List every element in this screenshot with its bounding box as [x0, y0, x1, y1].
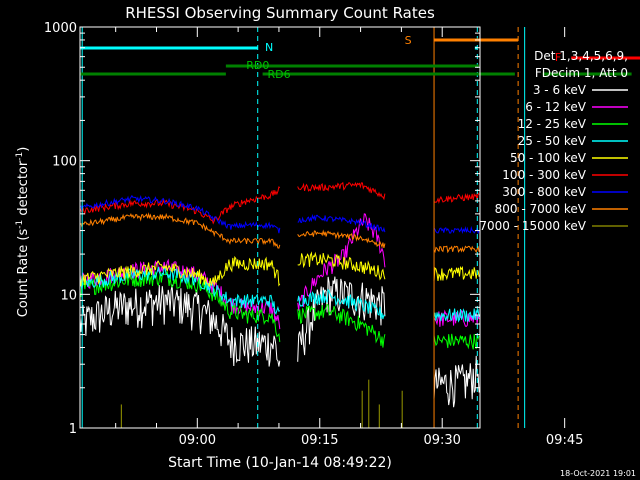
x-tick-label: 09:45 [546, 433, 583, 448]
flare-label: F [555, 51, 561, 64]
series-trace-6-0 [79, 194, 281, 234]
y-tick-label: 1000 [44, 21, 77, 36]
series-trace-4-2 [433, 265, 480, 282]
legend-header-2: FDecim 1, Att 0 [535, 66, 628, 80]
x-tick-label: 09:30 [423, 433, 460, 448]
rd0-label: RD0 [246, 59, 269, 72]
series-trace-7-2 [433, 245, 480, 254]
series-trace-4-1 [297, 251, 386, 281]
y-tick-label: 10 [60, 288, 77, 303]
legend-label: 3 - 6 keV [533, 83, 587, 97]
saa-label: S [405, 34, 412, 47]
legend-label: 50 - 100 keV [510, 151, 587, 165]
legend-label: 25 - 50 keV [518, 134, 587, 148]
night-label: N [265, 41, 273, 54]
series-trace-6-1 [297, 213, 386, 233]
series-trace-4-0 [79, 255, 281, 288]
y-tick-label: 1 [69, 422, 77, 437]
series-trace-0-1 [297, 276, 386, 362]
timestamp: 18-Oct-2021 19:01 [560, 469, 636, 478]
y-tick-label: 100 [52, 155, 77, 170]
legend-label: 7000 - 15000 keV [479, 219, 586, 233]
series-trace-7-1 [297, 229, 386, 249]
y-axis: 1 10 100 1000 [44, 21, 480, 437]
series-trace-2-0 [79, 269, 281, 342]
series-trace-0-2 [433, 355, 480, 408]
legend-label: 300 - 800 keV [502, 185, 586, 199]
axes-frame [79, 26, 481, 429]
plot-frame [79, 26, 481, 429]
series-trace-7-0 [79, 212, 281, 249]
series-trace-2-2 [433, 333, 480, 350]
legend-label: 6 - 12 keV [525, 100, 587, 114]
y-axis-label: Count Rate (s-1 detector-1) [15, 147, 31, 318]
x-tick-label: 09:15 [301, 433, 338, 448]
series-trace-3-2 [433, 308, 480, 323]
series-trace-2-1 [297, 303, 386, 348]
high-energy-spikes [120, 379, 403, 428]
chart-title: RHESSI Observing Summary Count Rates [125, 4, 435, 22]
rd6-label: RD6 [268, 68, 291, 81]
series-trace-5-2 [433, 192, 480, 205]
series-trace-0-0 [79, 284, 281, 367]
legend-label: 800 - 7000 keV [495, 202, 587, 216]
legend-entries: 3 - 6 keV 6 - 12 keV 12 - 25 keV 25 - 50 ke… [479, 83, 628, 233]
series-trace-3-1 [297, 288, 386, 320]
x-tick-label: 09:00 [179, 433, 216, 448]
legend-label: 100 - 300 keV [502, 168, 586, 182]
legend-header-1: Det 1,3,4,5,6,9, [534, 49, 628, 63]
series-trace-3-0 [79, 264, 281, 315]
traces-layer [79, 181, 480, 429]
x-axis-label: Start Time (10-Jan-14 08:49:22) [168, 455, 392, 471]
legend-label: 12 - 25 keV [518, 117, 587, 131]
series-trace-6-2 [433, 225, 480, 235]
series-trace-5-1 [297, 181, 386, 201]
legend: Det 1,3,4,5,6,9, FDecim 1, Att 0 3 - 6 k… [479, 49, 628, 233]
